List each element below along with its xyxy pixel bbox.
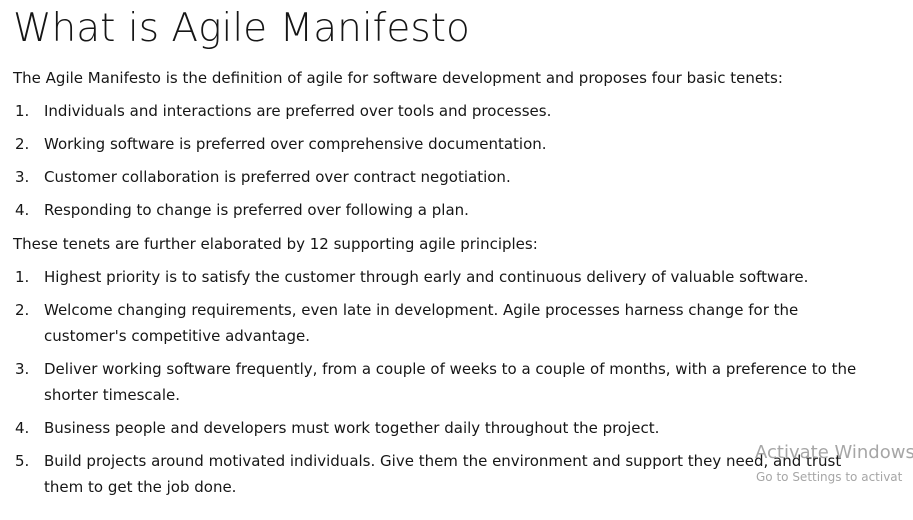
- principles-intro: These tenets are further elaborated by 1…: [13, 235, 538, 253]
- list-item-text: Working software is preferred over compr…: [44, 135, 547, 153]
- list-item: 2. Working software is preferred over com…: [13, 131, 866, 157]
- list-item: 3. Deliver working software frequently, f…: [13, 356, 866, 408]
- list-number: 2.: [15, 301, 30, 319]
- list-item-text: Deliver working software frequently, fro…: [44, 360, 857, 404]
- list-number: 3.: [15, 360, 30, 378]
- list-item: 3. Customer collaboration is preferred ov…: [13, 164, 866, 190]
- article: What is Agile Manifesto The Agile Manife…: [13, 0, 903, 500]
- list-item: 2. Welcome changing requirements, even la…: [13, 297, 866, 349]
- list-number: 5.: [15, 452, 30, 470]
- list-item: 5. Build projects around motivated indivi…: [13, 448, 866, 500]
- list-item: 1. Highest priority is to satisfy the cus…: [13, 264, 866, 290]
- page-title: What is Agile Manifesto: [13, 6, 470, 51]
- list-item-text: Highest priority is to satisfy the custo…: [44, 268, 809, 286]
- list-item: 4. Business people and developers must wo…: [13, 415, 866, 441]
- list-item-text: Welcome changing requirements, even late…: [44, 301, 799, 345]
- list-item-text: Build projects around motivated individu…: [44, 452, 842, 496]
- list-number: 2.: [15, 135, 30, 153]
- list-number: 3.: [15, 168, 30, 186]
- intro-paragraph: The Agile Manifesto is the definition of…: [13, 69, 783, 87]
- list-item-text: Business people and developers must work…: [44, 419, 660, 437]
- principles-list: 1. Highest priority is to satisfy the cus…: [13, 264, 903, 500]
- list-number: 4.: [15, 201, 30, 219]
- list-number: 4.: [15, 419, 30, 437]
- list-item-text: Responding to change is preferred over f…: [44, 201, 469, 219]
- list-number: 1.: [15, 102, 30, 120]
- list-item: 1. Individuals and interactions are prefe…: [13, 98, 866, 124]
- list-item: 4. Responding to change is preferred over…: [13, 197, 866, 223]
- list-number: 1.: [15, 268, 30, 286]
- list-item-text: Customer collaboration is preferred over…: [44, 168, 511, 186]
- list-item-text: Individuals and interactions are preferr…: [44, 102, 552, 120]
- tenets-list: 1. Individuals and interactions are prefe…: [13, 98, 903, 223]
